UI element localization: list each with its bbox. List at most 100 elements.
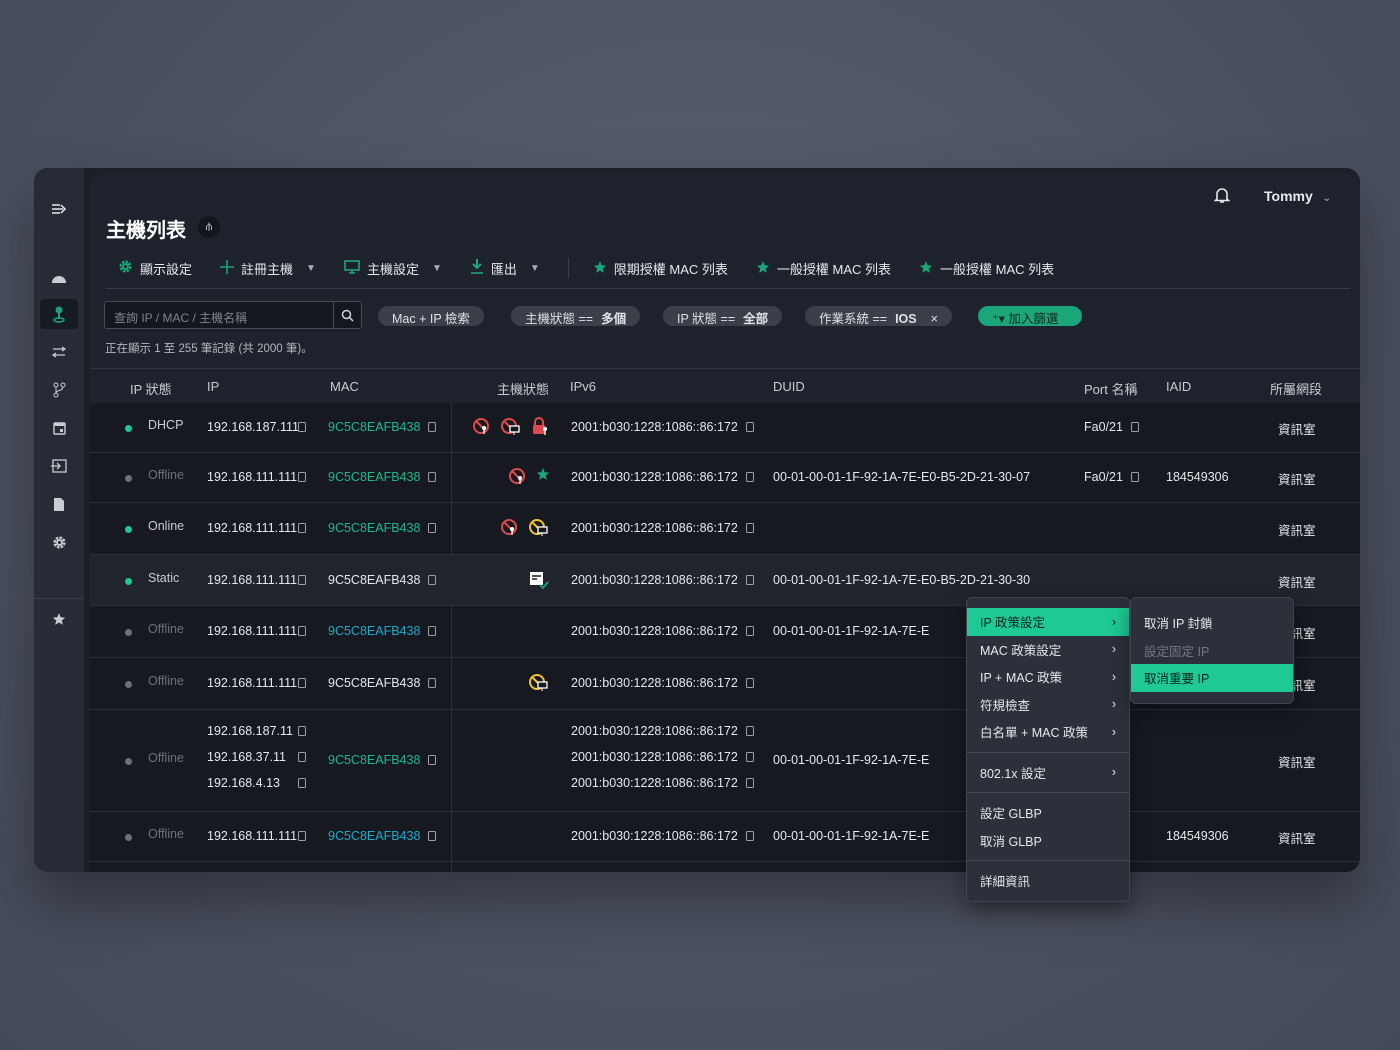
toolbar-button-1[interactable]: 註冊主機 ▼ — [220, 259, 316, 278]
copy-icon[interactable] — [745, 778, 754, 788]
copy-icon[interactable] — [1130, 422, 1139, 432]
mac-address[interactable]: 9C5C8EAFB438 — [328, 676, 437, 690]
column-header[interactable]: MAC — [330, 379, 359, 394]
table-row[interactable]: Static 192.168.111.111 9C5C8EAFB438 2001:b0… — [90, 555, 1360, 606]
toolbar-button-2[interactable]: 主機設定 ▼ — [344, 259, 442, 278]
search-input[interactable]: 查詢 IP / MAC / 主機名稱 — [104, 301, 362, 329]
copy-icon[interactable] — [428, 523, 437, 533]
ban-monitor-warning-icon[interactable] — [528, 518, 550, 541]
copy-icon[interactable] — [428, 422, 437, 432]
submenu-item[interactable]: 取消重要 IP — [1131, 664, 1293, 692]
ban-monitor-icon[interactable] — [500, 417, 522, 440]
table-row[interactable]: Offline 192.168.187.11 192.168.37.11 192.16… — [90, 710, 1360, 812]
copy-icon[interactable] — [428, 574, 437, 585]
ban-monitor-warning-icon[interactable] — [528, 673, 550, 696]
mac-address[interactable]: 9C5C8EAFB438 — [328, 829, 437, 843]
calendar-icon[interactable] — [40, 413, 78, 443]
filter-chip[interactable]: 作業系統 == IOS × — [805, 306, 952, 326]
copy-icon[interactable] — [298, 831, 306, 841]
toolbar-button-5[interactable]: 一般授權 MAC 列表 — [756, 259, 891, 278]
copy-icon[interactable] — [298, 523, 306, 533]
table-row[interactable]: Offline 192.168.111.111 9C5C8EAFB438 2001:b… — [90, 606, 1360, 658]
mac-address[interactable]: 9C5C8EAFB438 — [328, 420, 437, 434]
document-icon[interactable] — [40, 489, 78, 519]
menu-item[interactable]: 符規檢查 › — [967, 691, 1129, 719]
menu-item[interactable]: MAC 政策設定 › — [967, 636, 1129, 664]
table-row[interactable]: Offline 192.168.111.111 9C5C8EAFB438 2001:b… — [90, 453, 1360, 503]
close-icon[interactable]: × — [930, 312, 938, 326]
column-header[interactable]: Port 名稱 — [1084, 382, 1138, 397]
table-row[interactable]: Online 192.168.111.111 9C5C8EAFB438 2001:b0… — [90, 503, 1360, 555]
column-header[interactable]: IP — [207, 379, 220, 394]
copy-icon[interactable] — [298, 752, 306, 762]
login-icon[interactable] — [40, 451, 78, 481]
ban-pin-icon[interactable] — [500, 518, 520, 541]
table-row[interactable]: Offline 192.168.111.111 9C5C8EAFB438 2001:b… — [90, 812, 1360, 862]
copy-icon[interactable] — [298, 778, 306, 788]
column-header[interactable]: IAID — [1166, 379, 1192, 394]
star-icon[interactable] — [536, 467, 550, 490]
copy-icon[interactable] — [298, 726, 306, 736]
bell-icon[interactable] — [1213, 186, 1231, 209]
submenu-item[interactable]: 取消 IP 封鎖 — [1131, 609, 1293, 637]
toolbar-button-4[interactable]: 限期授權 MAC 列表 — [593, 259, 728, 278]
toolbar-button-3[interactable]: 匯出 ▼ — [470, 259, 540, 278]
copy-icon[interactable] — [298, 574, 306, 585]
lock-pin-icon[interactable] — [530, 417, 550, 440]
column-header[interactable]: 主機狀態 — [497, 382, 550, 397]
search-button[interactable] — [333, 302, 361, 328]
switch-arrows-icon[interactable] — [40, 337, 78, 367]
column-header[interactable]: 所屬網段 — [1270, 382, 1323, 397]
column-header[interactable]: IPv6 — [570, 379, 597, 394]
copy-icon[interactable] — [745, 678, 754, 688]
copy-icon[interactable] — [745, 422, 754, 432]
toolbar-button-0[interactable]: 顯示設定 — [118, 259, 192, 278]
copy-icon[interactable] — [745, 726, 754, 736]
copy-icon[interactable] — [298, 678, 306, 688]
menu-item[interactable]: 802.1x 設定 › — [967, 759, 1129, 787]
host-pin-icon[interactable] — [40, 299, 78, 329]
dashboard-gauge-icon[interactable] — [40, 264, 78, 294]
copy-icon[interactable] — [745, 626, 754, 636]
copy-icon[interactable] — [428, 626, 437, 636]
copy-icon[interactable] — [1130, 472, 1139, 482]
copy-icon[interactable] — [745, 523, 754, 533]
mac-address[interactable]: 9C5C8EAFB438 — [328, 753, 437, 767]
column-header[interactable]: IP 狀態 — [130, 382, 172, 397]
copy-icon[interactable] — [298, 626, 306, 636]
column-header[interactable]: DUID — [773, 379, 805, 394]
menu-item[interactable]: 詳細資訊 — [967, 867, 1129, 895]
ban-pin-icon[interactable] — [508, 467, 528, 490]
menu-item[interactable]: 設定 GLBP — [967, 799, 1129, 827]
copy-icon[interactable] — [428, 755, 437, 765]
copy-icon[interactable] — [428, 472, 437, 482]
ban-pin-icon[interactable] — [472, 417, 492, 440]
copy-icon[interactable] — [428, 678, 437, 688]
mac-address[interactable]: 9C5C8EAFB438 — [328, 624, 437, 638]
star-icon[interactable] — [40, 604, 78, 634]
mac-address[interactable]: 9C5C8EAFB438 — [328, 573, 437, 587]
add-filter-button[interactable]: ⁺▾ 加入篩選 — [978, 306, 1082, 326]
copy-icon[interactable] — [745, 752, 754, 762]
filter-chip[interactable]: Mac + IP 檢索 — [378, 306, 484, 326]
table-row[interactable]: DHCP 192.168.187.111 9C5C8EAFB438 2001:b030… — [90, 403, 1360, 453]
copy-icon[interactable] — [298, 422, 306, 432]
copy-icon[interactable] — [745, 831, 754, 841]
copy-icon[interactable] — [298, 472, 306, 482]
mac-address[interactable]: 9C5C8EAFB438 — [328, 521, 437, 535]
menu-item[interactable]: IP + MAC 政策 › — [967, 663, 1129, 691]
menu-item[interactable]: 取消 GLBP — [967, 827, 1129, 855]
topology-icon[interactable]: ⫛ — [198, 216, 220, 238]
document-check-icon[interactable] — [528, 570, 550, 593]
mac-address[interactable]: 9C5C8EAFB438 — [328, 470, 437, 484]
copy-icon[interactable] — [745, 574, 754, 585]
user-menu[interactable]: Tommy ⌄ — [1264, 188, 1331, 204]
gear-icon[interactable] — [40, 527, 78, 557]
menu-item[interactable]: IP 政策設定 › — [967, 608, 1129, 636]
branch-icon[interactable] — [40, 375, 78, 405]
toolbar-button-6[interactable]: 一般授權 MAC 列表 — [919, 259, 1054, 278]
copy-icon[interactable] — [428, 831, 437, 841]
copy-icon[interactable] — [745, 472, 754, 482]
filter-chip[interactable]: IP 狀態 == 全部 — [663, 306, 783, 326]
collapse-menu-icon[interactable] — [40, 194, 78, 224]
